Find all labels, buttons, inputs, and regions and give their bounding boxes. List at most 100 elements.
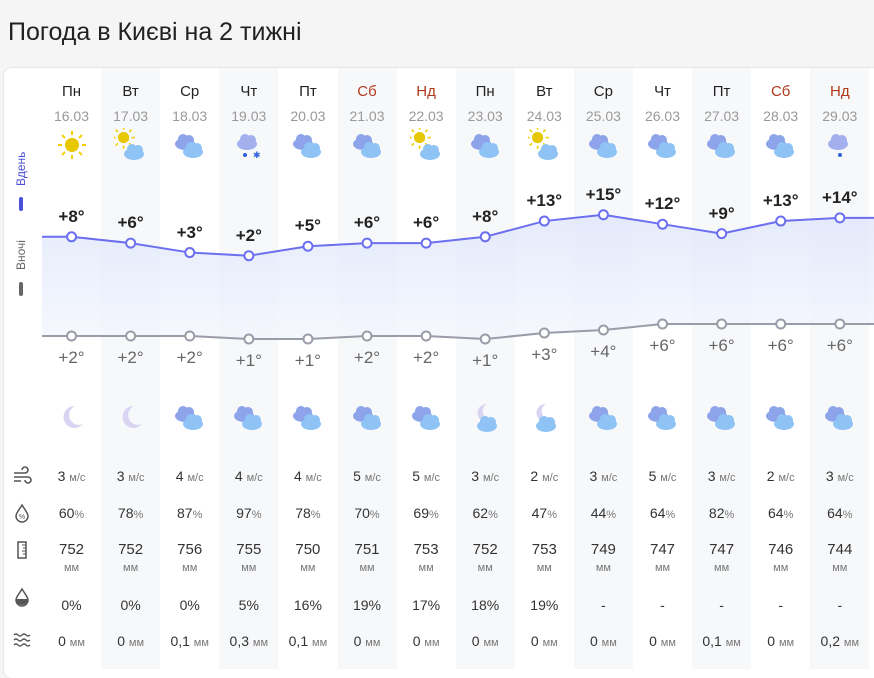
precipitation-amount: 0,1 мм [170, 633, 209, 649]
day-of-week: Пн [61, 83, 82, 100]
pressure: 753 [531, 541, 557, 558]
night-series-marker [19, 282, 23, 296]
night-temperature-point [479, 333, 491, 345]
night-temperature-point [420, 330, 432, 342]
pressure: 749 [590, 541, 616, 558]
humidity: 44% [590, 505, 617, 521]
precipitation-probability: 16% [293, 597, 322, 613]
precipitation-amount: 0 мм [353, 633, 381, 649]
precipitation-amount: 0 мм [530, 633, 558, 649]
day-column[interactable]: Нд 29.03 +14° +6° 3 м/с 64% 744 мм - 0,2… [810, 68, 870, 669]
day-temperature-point [479, 231, 491, 243]
humidity: 82% [708, 505, 735, 521]
day-temperature: +3° [176, 222, 203, 242]
day-column[interactable]: Ср 25.03 +15° +4° 3 м/с 44% 749 мм - 0 м… [573, 68, 633, 669]
day-column[interactable]: Пн 23.03 +8° +1° 3 м/с 62% 752 мм 18% 0 … [455, 68, 515, 669]
day-column[interactable]: Ср 18.03 +3° +2° 4 м/с 87% 756 мм 0% 0,1… [160, 68, 219, 669]
svg-text:✱: ✱ [253, 150, 261, 160]
precipitation-probability: - [660, 597, 665, 613]
pressure: 747 [649, 541, 676, 558]
date: 25.03 [585, 108, 621, 124]
pressure-unit: мм [595, 562, 611, 574]
clouds-icon [588, 134, 617, 158]
clouds-icon [766, 134, 795, 158]
precipitation-amount: 0 мм [117, 633, 144, 649]
date: 22.03 [408, 108, 444, 124]
wind-speed: 3 м/с [589, 468, 618, 484]
precipitation-amount: 0 мм [471, 633, 499, 649]
clouds-icon [707, 134, 736, 158]
precipitation-probability: 17% [412, 597, 441, 613]
night-temperature-point [775, 318, 787, 330]
wind-speed: 5 м/с [353, 468, 381, 484]
pressure-unit: мм [654, 562, 671, 574]
day-temperature: +13° [526, 191, 563, 211]
wind-speed: 4 м/с [293, 468, 322, 484]
precipitation-amount: 0,2 мм [820, 633, 860, 649]
sun-icon [58, 131, 86, 159]
day-column[interactable]: Сб 28.03 +13° +6° 2 м/с 64% 746 мм - 0 м… [751, 68, 810, 669]
day-temperature-point [775, 215, 787, 227]
day-column[interactable]: Пт 20.03 +5° +1° 4 м/с 78% 750 мм 16% 0,… [278, 68, 337, 669]
night-temperature: +2° [58, 348, 85, 367]
clouds-icon [352, 406, 381, 430]
day-column[interactable]: Вт 24.03 +13° +3° 2 м/с 47% 753 мм 19% 0… [515, 68, 574, 669]
day-column[interactable]: Пт 27.03 +9° +6° 3 м/с 82% 747 мм - 0,1 … [692, 68, 752, 669]
wind-speed: 2 м/с [530, 468, 559, 484]
date: 26.03 [644, 108, 681, 124]
pressure: 752 [58, 541, 85, 558]
day-column[interactable]: Сб 21.03 +6° +2° 5 м/с 70% 751 мм 19% 0 … [337, 68, 397, 669]
day-temperature-point [184, 247, 196, 259]
clouds-icon [234, 406, 263, 430]
day-temperature: +8° [472, 206, 499, 226]
day-temperature: +14° [821, 187, 858, 207]
day-temperature: +5° [294, 216, 321, 236]
day-column[interactable]: Чт 26.03 +12° +6° 5 м/с 64% 747 мм - 0 м… [633, 68, 692, 669]
humidity: 62% [472, 505, 498, 521]
precipitation-amount: 0 мм [649, 633, 676, 649]
temperature-chart [42, 209, 874, 345]
day-column[interactable]: Вт 17.03 +6° +2° 3 м/с 78% 752 мм 0% 0 м… [101, 68, 161, 669]
clouds-icon [175, 134, 204, 158]
night-temperature-point [597, 324, 609, 336]
day-temperature-point [538, 215, 550, 227]
date: 24.03 [526, 108, 562, 124]
clouds-icon [293, 406, 322, 430]
day-of-week: Пт [712, 83, 731, 100]
day-of-week: Вт [122, 83, 139, 100]
day-temperature-point [66, 231, 78, 243]
pressure: 752 [118, 541, 144, 558]
precipitation-probability-icon [15, 587, 29, 607]
night-temperature-point [66, 330, 78, 342]
pressure: 753 [413, 541, 439, 558]
pressure-unit: мм [359, 562, 375, 574]
night-temperature: +6° [826, 336, 853, 355]
date: 27.03 [704, 108, 740, 124]
precipitation-probability: 18% [471, 597, 500, 613]
day-column[interactable]: Чт 19.03 ✱ +2° +1° 4 м/с 97% 755 мм 5% 0… [219, 68, 279, 669]
day-temperature-point [657, 218, 669, 230]
day-temperature: +8° [58, 206, 85, 226]
clouds-icon [825, 406, 854, 430]
pressure-unit: мм [241, 562, 257, 574]
day-column[interactable]: Нд 22.03 +6° +2° 5 м/с 69% 753 мм 17% 0 … [397, 68, 456, 669]
humidity: 60% [58, 505, 85, 521]
date: 29.03 [822, 108, 858, 124]
night-temperature-line [42, 323, 874, 341]
pressure: 752 [472, 541, 498, 558]
pressure-unit: мм [477, 562, 493, 574]
day-column[interactable]: Пн 16.03 +8° +2° 3 м/с 60% 752 мм 0% 0 м… [42, 68, 101, 669]
day-of-week: Сб [357, 83, 377, 100]
pressure: 756 [177, 541, 203, 558]
wind-icon [14, 466, 32, 484]
wind-speed: 3 м/с [825, 468, 854, 484]
clouds-icon [588, 406, 617, 430]
day-temperature-line [42, 213, 874, 257]
day-of-week: Нд [416, 83, 436, 100]
sun-cloud-icon [409, 128, 440, 160]
night-label[interactable]: Вночі [14, 240, 28, 270]
clouds-icon [707, 406, 736, 430]
precipitation-probability: - [837, 597, 843, 613]
date: 19.03 [231, 108, 267, 124]
day-label[interactable]: Вдень [14, 151, 28, 186]
